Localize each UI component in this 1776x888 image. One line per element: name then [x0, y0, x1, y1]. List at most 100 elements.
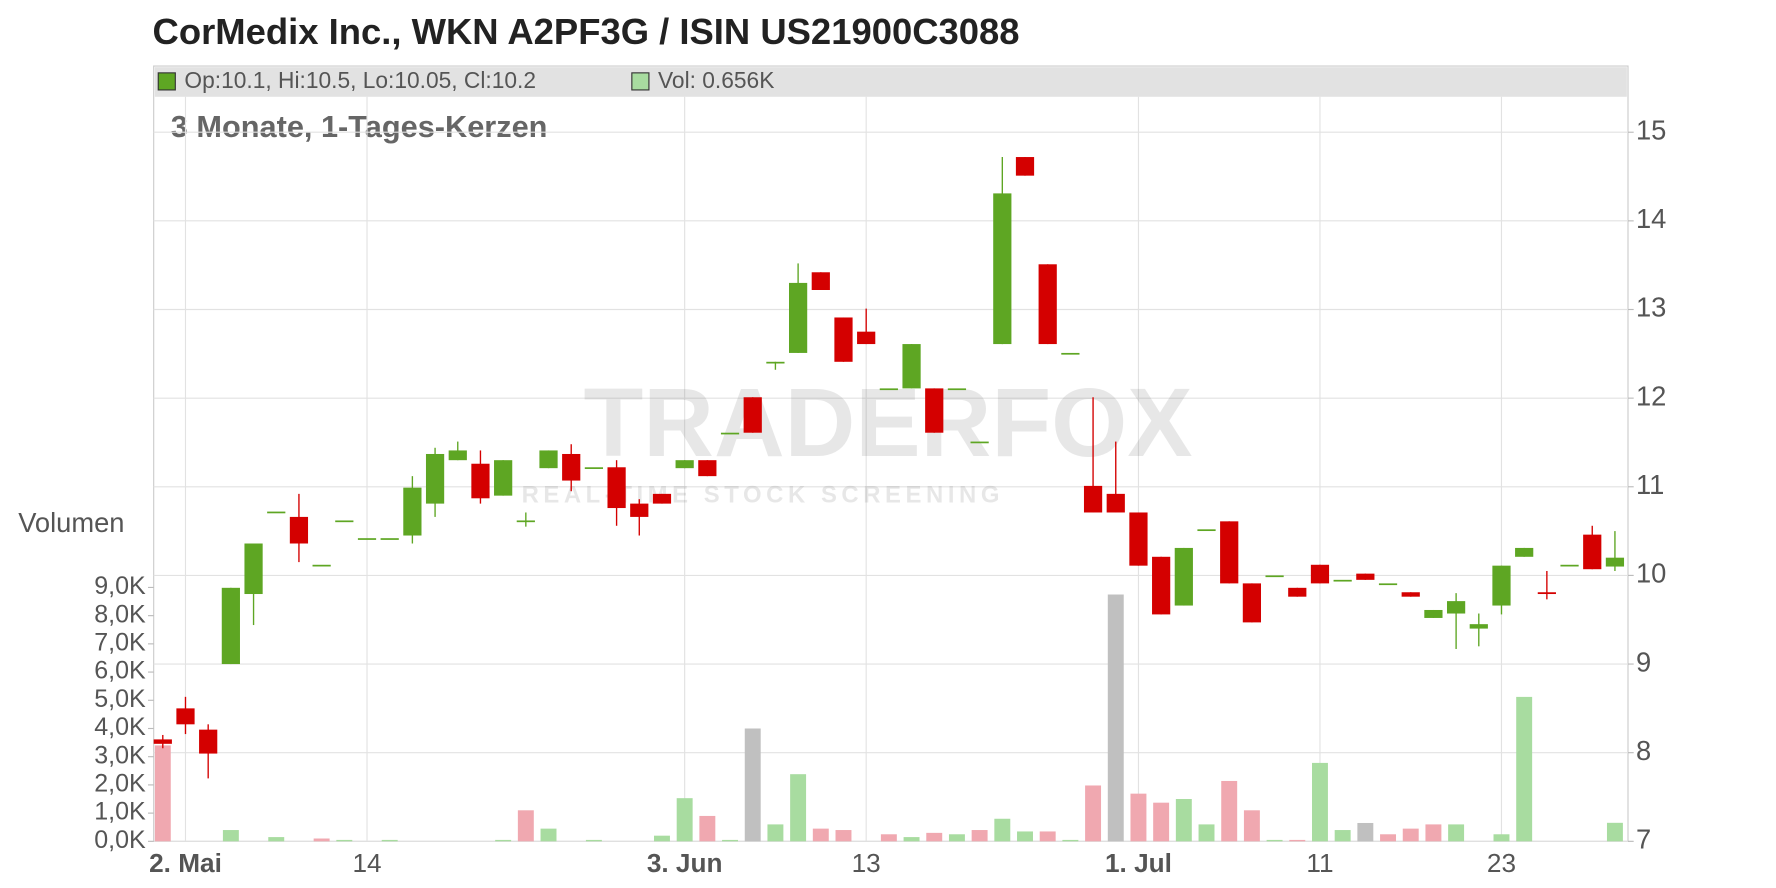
volume-bar — [1153, 802, 1170, 842]
candle-body — [607, 467, 626, 509]
volume-bar — [1311, 762, 1328, 842]
legend-label: Op:10.1, Hi:10.5, Lo:10.05, Cl:10.2 — [184, 67, 536, 93]
y-tick-label: 9 — [1636, 646, 1651, 677]
candle-body — [289, 516, 309, 544]
candle-body — [720, 432, 740, 435]
volume-bar — [903, 837, 920, 842]
candle-body — [857, 331, 876, 345]
volume-bar — [722, 839, 739, 842]
volume-bar — [880, 834, 897, 842]
y2-tick-label: 3,0K — [94, 741, 146, 769]
volume-axis-label: Volumen — [18, 507, 124, 538]
x-tick-label: 13 — [852, 848, 881, 878]
candle-body — [1015, 157, 1035, 176]
volume-bar — [676, 798, 693, 842]
candle-body — [1605, 557, 1625, 567]
volume-bar — [540, 828, 557, 842]
candle-body — [1401, 592, 1420, 597]
candle-body — [357, 538, 377, 540]
candle-body — [1197, 529, 1216, 532]
candle-body — [516, 520, 535, 523]
legend-label: Vol: 0.656K — [658, 67, 774, 93]
candle-body — [1174, 547, 1193, 606]
candle-body — [1265, 575, 1284, 578]
candle-body — [879, 388, 898, 391]
volume-bar — [1402, 828, 1419, 842]
candle-body — [312, 564, 331, 567]
candle-body — [1515, 547, 1534, 557]
volume-bar — [1289, 839, 1306, 842]
legend-bar — [154, 67, 1627, 97]
volume-bar — [268, 837, 285, 842]
volume-bar — [517, 810, 534, 842]
candle-body — [1469, 624, 1488, 629]
x-tick-label: 3. Jun — [647, 848, 723, 878]
volume-bar — [790, 774, 807, 842]
y-tick-label: 12 — [1636, 380, 1666, 411]
volume-bar — [926, 832, 943, 842]
candle-body — [471, 463, 490, 499]
candle-body — [1560, 564, 1579, 567]
volume-bar — [1085, 785, 1102, 842]
candle-body — [1061, 352, 1080, 355]
candle-body — [1446, 601, 1466, 614]
y-tick-label: 15 — [1636, 114, 1666, 145]
volume-bar — [154, 745, 171, 842]
volume-bar — [1062, 839, 1079, 842]
volume-bar — [1017, 831, 1033, 842]
candle-body — [584, 467, 604, 469]
volume-bar — [767, 824, 784, 842]
volume-bar — [1039, 831, 1056, 842]
volume-bar — [744, 728, 761, 842]
volume-bar — [1198, 824, 1215, 842]
watermark-logo: TRADERFOX — [583, 367, 1192, 477]
candle-body — [652, 493, 672, 504]
candle-body — [1378, 583, 1398, 586]
chart-subtitle: 3 Monate, 1-Tages-Kerzen — [171, 109, 548, 144]
candle-body — [766, 361, 785, 364]
x-tick-label: 1. Jul — [1105, 848, 1172, 878]
candle-body — [153, 739, 172, 744]
candle-body — [267, 511, 286, 514]
candle-body — [743, 397, 762, 433]
candle-body — [1083, 485, 1103, 513]
candle-body — [221, 587, 240, 665]
volume-bar — [1334, 830, 1351, 842]
y-tick-label: 14 — [1636, 203, 1666, 234]
candle-body — [1424, 609, 1443, 618]
candle-body — [244, 543, 263, 595]
volume-bar — [1266, 839, 1283, 842]
candle-body — [380, 538, 399, 540]
y-tick-label: 10 — [1636, 558, 1666, 589]
volume-bar — [313, 838, 330, 842]
legend-swatch — [157, 72, 176, 91]
candle-body — [1492, 565, 1511, 606]
candle-body — [494, 460, 513, 496]
watermark-tagline: REAL-TIME STOCK SCREENING — [522, 482, 1004, 509]
candle-body — [539, 450, 558, 469]
volume-bar — [1606, 822, 1623, 842]
candle-body — [947, 388, 967, 391]
candle-body — [1220, 521, 1239, 584]
candle-body — [1288, 587, 1307, 597]
volume-bar — [381, 839, 398, 842]
legend-swatch — [631, 72, 650, 91]
volume-bar — [1516, 696, 1533, 842]
candle-body — [1356, 573, 1375, 580]
y2-tick-label: 8,0K — [94, 600, 146, 628]
volume-bar — [1493, 834, 1510, 842]
candle-body — [562, 453, 581, 481]
x-tick-label: 23 — [1487, 848, 1516, 878]
grid — [153, 96, 1628, 842]
y2-tick-label: 4,0K — [94, 713, 146, 741]
watermark: TRADERFOX REAL-TIME STOCK SCREENING — [522, 367, 1193, 508]
volume-bar — [1357, 822, 1374, 842]
candle-body — [1038, 264, 1057, 345]
x-tick-label: 2. Mai — [149, 848, 222, 878]
y2-tick-label: 1,0K — [94, 798, 146, 826]
volume-bar — [994, 818, 1011, 842]
candle-body — [1242, 583, 1262, 623]
volume-bar — [1175, 799, 1192, 842]
candle-body — [1333, 579, 1352, 582]
